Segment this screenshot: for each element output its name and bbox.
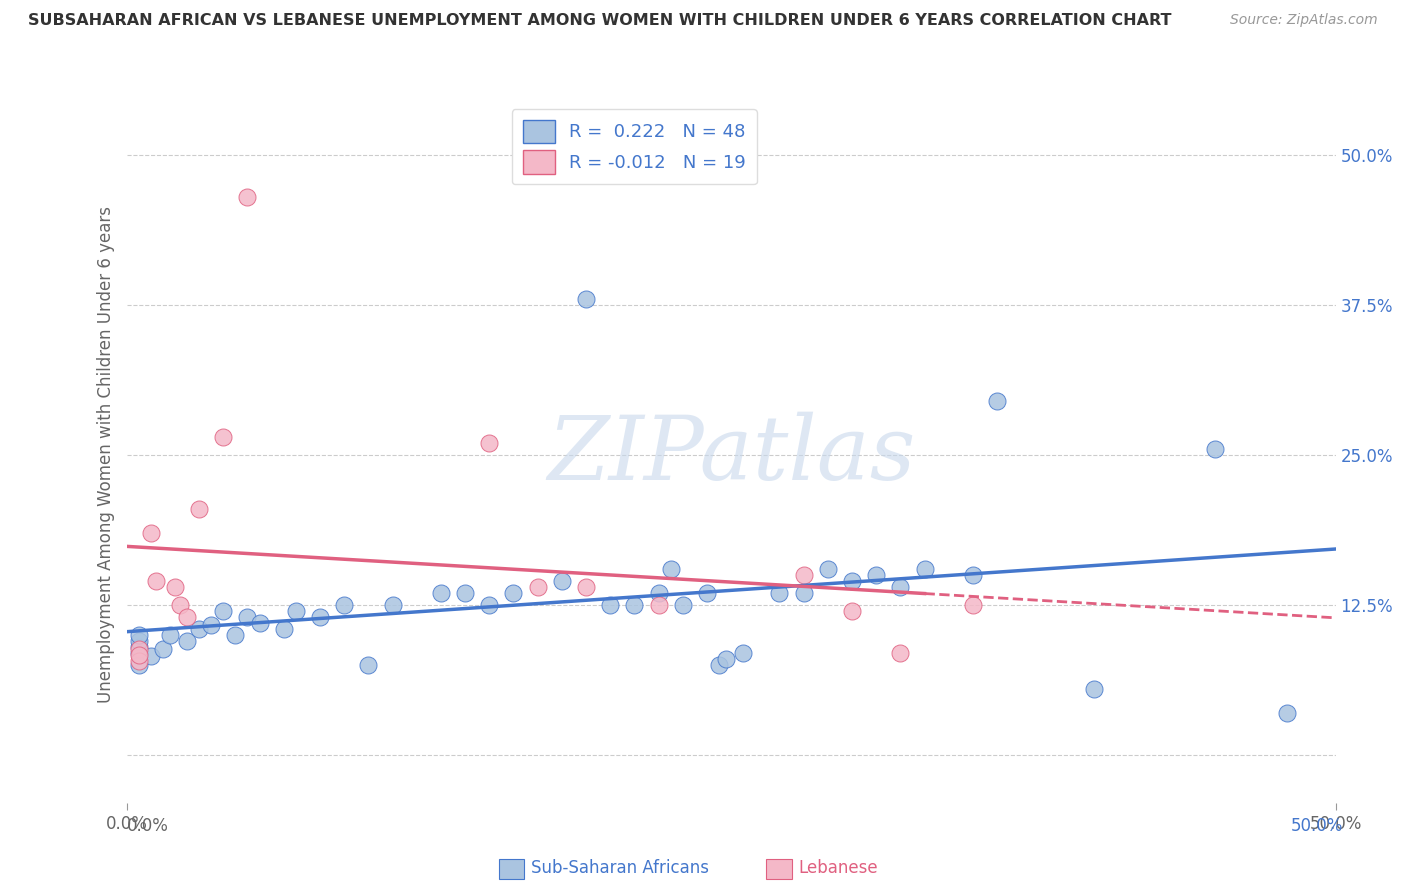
Point [128,648,150,663]
Point [273,622,295,636]
Text: Source: ZipAtlas.com: Source: ZipAtlas.com [1230,13,1378,28]
Point [139,649,162,664]
Point [430,586,453,600]
Point [575,580,598,594]
Point [128,654,150,668]
Point [889,646,911,660]
Point [169,598,191,612]
Point [889,580,911,594]
Point [128,657,150,672]
Point [623,598,645,612]
Point [716,652,738,666]
Point [454,586,477,600]
Point [647,586,669,600]
Point [381,598,404,612]
Point [236,610,259,624]
Point [551,574,574,588]
Point [768,586,790,600]
Point [962,567,984,582]
Point [914,562,936,576]
Point [236,190,259,204]
Legend: R =  0.222   N = 48, R = -0.012   N = 19: R = 0.222 N = 48, R = -0.012 N = 19 [512,109,756,185]
Point [224,628,246,642]
Point [672,598,695,612]
Point [176,610,198,624]
Point [962,598,984,612]
Point [733,646,755,660]
Point [145,574,167,588]
Point [212,430,235,444]
Text: SUBSAHARAN AFRICAN VS LEBANESE UNEMPLOYMENT AMONG WOMEN WITH CHILDREN UNDER 6 YE: SUBSAHARAN AFRICAN VS LEBANESE UNEMPLOYM… [28,13,1171,29]
Text: 0.0%: 0.0% [127,817,169,835]
Point [865,567,887,582]
Point [647,598,669,612]
Point [817,562,839,576]
Point [1204,442,1226,456]
Point [128,646,150,660]
Point [152,642,174,657]
Point [502,586,524,600]
Y-axis label: Unemployment Among Women with Children Under 6 years: Unemployment Among Women with Children U… [97,206,115,704]
Point [249,615,271,630]
Text: ZIPatlas: ZIPatlas [547,411,915,499]
Point [793,586,815,600]
Point [188,502,211,516]
Point [284,604,307,618]
Point [139,525,162,540]
Point [841,604,863,618]
Point [309,610,332,624]
Point [163,580,186,594]
Point [986,393,1008,408]
Point [357,657,380,672]
Point [128,628,150,642]
Point [128,633,150,648]
Point [575,292,598,306]
Point [159,628,181,642]
Text: Sub-Saharan Africans: Sub-Saharan Africans [531,859,710,877]
Text: 50.0%: 50.0% [1291,817,1343,835]
Point [200,618,222,632]
Point [707,657,730,672]
Point [478,598,501,612]
Point [793,567,815,582]
Point [696,586,718,600]
Point [128,642,150,657]
Point [1277,706,1299,720]
Point [478,436,501,450]
Point [1083,681,1105,696]
Point [526,580,548,594]
Point [188,622,211,636]
Point [176,633,198,648]
Point [659,562,682,576]
Point [599,598,621,612]
Point [212,604,235,618]
Point [841,574,863,588]
Point [333,598,356,612]
Point [128,640,150,654]
Text: Lebanese: Lebanese [799,859,879,877]
